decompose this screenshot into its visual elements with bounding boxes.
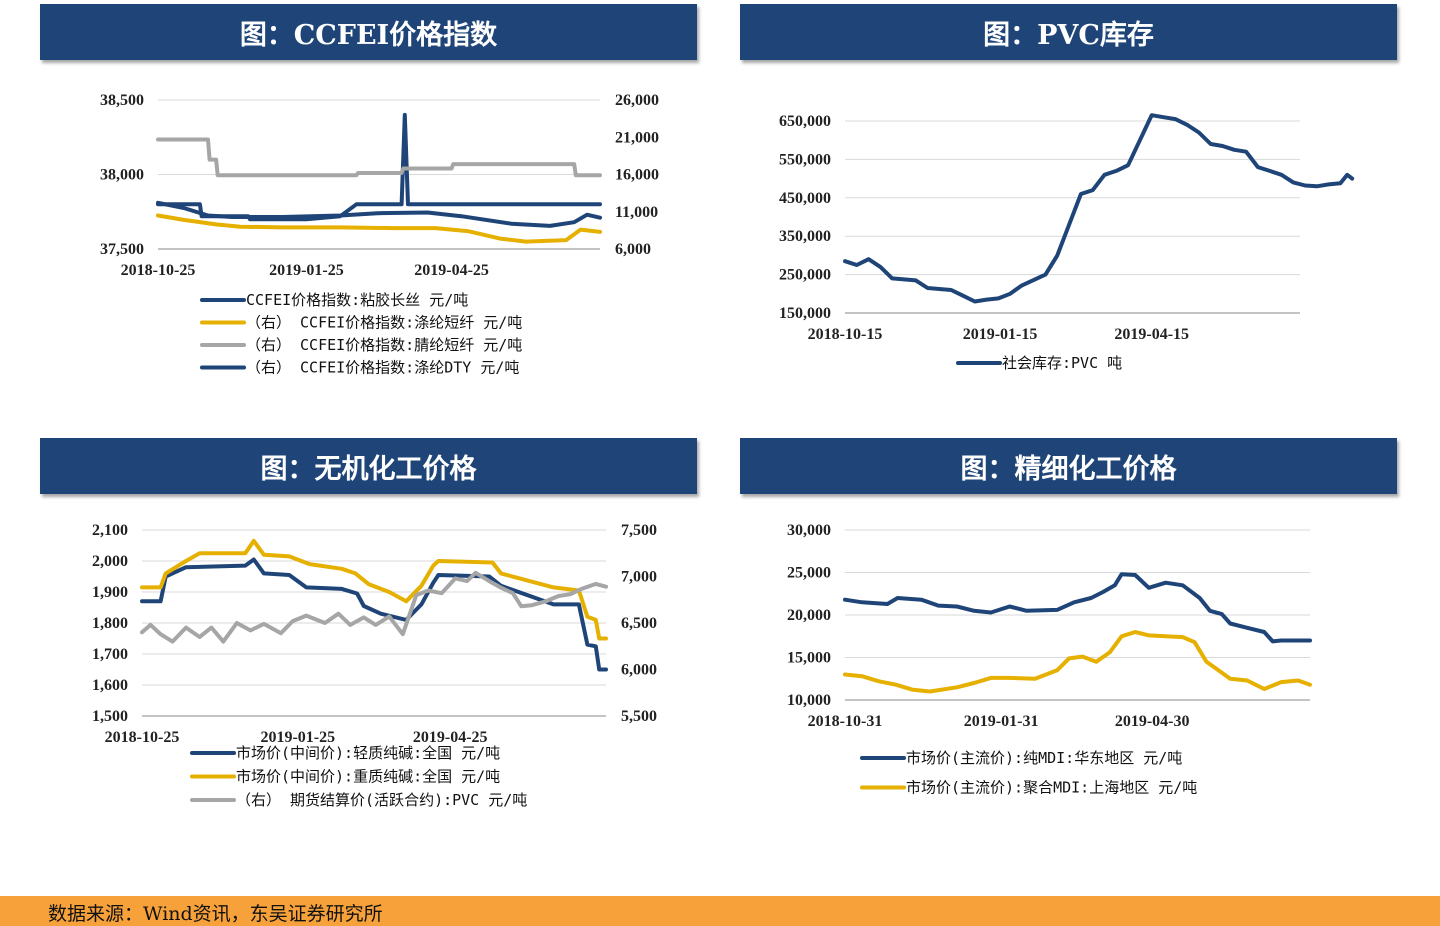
source-note: 数据来源：Wind资讯，东吴证券研究所 xyxy=(48,903,383,925)
legend-label: （右） 期货结算价(活跃合约):PVC 元/吨 xyxy=(236,791,527,809)
y-left-tick-label: 550,000 xyxy=(779,151,831,168)
y-left-tick-label: 38,500 xyxy=(100,92,144,109)
y-left-tick-label: 25,000 xyxy=(787,565,831,582)
series-line xyxy=(140,557,608,672)
y-right-tick-label: 7,500 xyxy=(621,522,657,539)
legend-label: 市场价(中间价):重质纯碱:全国 元/吨 xyxy=(236,768,500,786)
fine-chemical-chart: 30,000 25,000 20,000 15,000 10,000 2018-10-31… xyxy=(787,522,1312,797)
y-left-tick-label: 150,000 xyxy=(779,305,831,322)
y-left-tick-label: 1,600 xyxy=(92,677,128,694)
y-left-tick-label: 15,000 xyxy=(787,650,831,667)
legend-label: 社会库存:PVC 吨 xyxy=(1002,354,1122,372)
x-tick-label: 2019-01-25 xyxy=(269,262,344,279)
y-left-tick-label: 38,000 xyxy=(100,167,144,184)
series-line xyxy=(843,113,1355,304)
y-right-tick-label: 5,500 xyxy=(621,708,657,725)
y-right-tick-label: 7,000 xyxy=(621,569,657,586)
legend-label: （右） CCFEI价格指数:涤纶短纤 元/吨 xyxy=(246,314,522,332)
pvc-inventory-chart: 650,000 550,000 450,000 350,000 250,000 150,0… xyxy=(779,113,1355,372)
y-left-tick-label: 450,000 xyxy=(779,190,831,207)
y-right-tick-label: 6,000 xyxy=(621,662,657,679)
y-left-tick-label: 650,000 xyxy=(779,113,831,130)
legend-label: 市场价(主流价):聚合MDI:上海地区 元/吨 xyxy=(906,779,1197,797)
y-right-tick-label: 6,000 xyxy=(615,241,651,258)
ccfei-chart: 38,500 38,000 37,500 26,000 21,000 16,000 11,0… xyxy=(100,92,659,377)
x-tick-label: 2018-10-15 xyxy=(808,326,883,343)
series-line xyxy=(156,213,602,244)
series-line xyxy=(156,137,602,178)
series-line xyxy=(156,200,602,228)
panel-title: 图：无机化工价格 xyxy=(40,438,697,494)
y-right-tick-label: 6,500 xyxy=(621,615,657,632)
y-left-tick-label: 37,500 xyxy=(100,241,144,258)
y-right-tick-label: 11,000 xyxy=(615,204,658,221)
x-tick-label: 2019-01-25 xyxy=(260,729,335,746)
legend-label: （右） CCFEI价格指数:腈纶短纤 元/吨 xyxy=(246,336,522,354)
legend-label: 市场价(主流价):纯MDI:华东地区 元/吨 xyxy=(906,749,1182,767)
panel-title: 图：CCFEI价格指数 xyxy=(40,4,697,60)
y-left-tick-label: 1,500 xyxy=(92,708,128,725)
series-line xyxy=(140,570,608,644)
x-tick-label: 2019-01-15 xyxy=(963,326,1038,343)
footer-bar: 数据来源：Wind资讯，东吴证券研究所 xyxy=(0,896,1440,926)
series-line xyxy=(843,630,1312,694)
x-tick-label: 2019-01-31 xyxy=(964,713,1039,730)
y-left-tick-label: 350,000 xyxy=(779,228,831,245)
y-left-tick-label: 10,000 xyxy=(787,692,831,709)
y-right-tick-label: 16,000 xyxy=(615,167,659,184)
x-tick-label: 2019-04-30 xyxy=(1115,713,1190,730)
y-left-tick-label: 2,000 xyxy=(92,553,128,570)
legend-label: 市场价(中间价):轻质纯碱:全国 元/吨 xyxy=(236,744,500,762)
inorganic-chemical-chart: 2,100 2,000 1,900 1,800 1,700 1,600 1,500 7,500… xyxy=(92,522,657,809)
y-right-tick-label: 26,000 xyxy=(615,92,659,109)
x-tick-label: 2019-04-15 xyxy=(1114,326,1189,343)
legend-label: （右） CCFEI价格指数:涤纶DTY 元/吨 xyxy=(246,359,519,377)
panel-title: 图：精细化工价格 xyxy=(740,438,1397,494)
panel-title: 图：PVC库存 xyxy=(740,4,1397,60)
y-left-tick-label: 1,700 xyxy=(92,646,128,663)
y-left-tick-label: 1,800 xyxy=(92,615,128,632)
x-tick-label: 2018-10-25 xyxy=(105,729,180,746)
y-right-tick-label: 21,000 xyxy=(615,129,659,146)
x-tick-label: 2019-04-25 xyxy=(413,729,488,746)
x-tick-label: 2018-10-25 xyxy=(121,262,196,279)
y-left-tick-label: 1,900 xyxy=(92,584,128,601)
y-left-tick-label: 20,000 xyxy=(787,607,831,624)
y-left-tick-label: 250,000 xyxy=(779,267,831,284)
x-tick-label: 2018-10-31 xyxy=(808,713,883,730)
y-left-tick-label: 2,100 xyxy=(92,522,128,539)
legend-label: CCFEI价格指数:粘胶长丝 元/吨 xyxy=(246,291,468,309)
x-tick-label: 2019-04-25 xyxy=(414,262,489,279)
y-left-tick-label: 30,000 xyxy=(787,522,831,539)
series-line xyxy=(843,572,1312,644)
